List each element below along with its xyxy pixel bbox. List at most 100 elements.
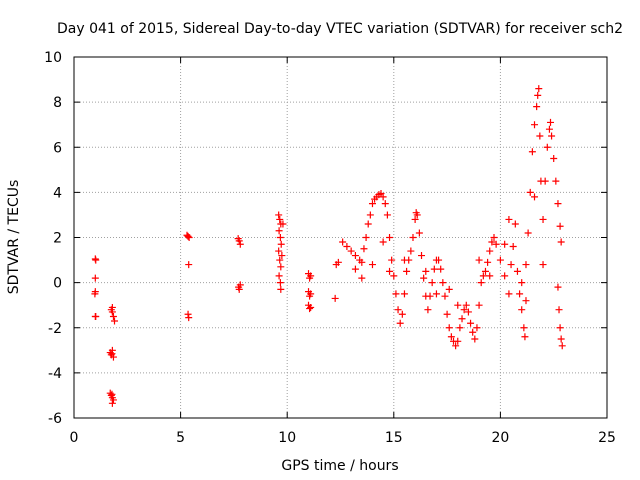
data-point <box>552 177 560 185</box>
data-point <box>276 234 284 241</box>
data-point <box>447 333 455 341</box>
data-point <box>522 297 530 305</box>
data-point <box>109 396 117 404</box>
data-point <box>235 285 243 293</box>
data-point <box>236 240 244 248</box>
data-point <box>505 215 513 223</box>
data-point <box>366 211 374 219</box>
data-point <box>507 261 515 269</box>
data-point <box>554 283 562 291</box>
data-point <box>400 290 408 298</box>
data-point <box>91 290 99 298</box>
data-point <box>467 319 475 327</box>
data-point <box>520 324 528 332</box>
data-point <box>307 272 315 280</box>
data-point <box>518 306 526 314</box>
data-point <box>185 234 193 241</box>
data-point <box>521 333 529 341</box>
data-point <box>424 306 432 314</box>
data-point <box>386 234 394 241</box>
data-point <box>279 220 287 228</box>
y-tick-label: 6 <box>53 140 62 156</box>
data-point <box>411 215 419 223</box>
data-point <box>420 274 428 282</box>
data-point <box>422 267 430 275</box>
data-point <box>276 215 284 223</box>
data-point <box>347 247 355 255</box>
data-point <box>557 238 565 246</box>
data-point <box>501 240 509 248</box>
data-point <box>471 335 479 343</box>
data-point <box>334 258 342 266</box>
y-tick-label: 4 <box>53 185 62 201</box>
chart-title: Day 041 of 2015, Sidereal Day-to-day VTE… <box>57 21 623 37</box>
data-point <box>464 308 472 316</box>
y-tick-label: -6 <box>48 411 62 427</box>
data-point <box>432 290 440 298</box>
data-point <box>235 237 243 245</box>
data-point <box>533 103 541 111</box>
data-point <box>418 252 426 260</box>
grid-lines <box>74 57 607 418</box>
data-point <box>531 193 539 201</box>
data-point <box>539 261 547 269</box>
data-point <box>496 256 504 264</box>
data-point <box>518 279 526 287</box>
axis-ticks: 0 5 10 15 20 25 -6 -4 -2 0 2 4 6 8 10 <box>44 50 616 446</box>
y-tick-label: 8 <box>53 95 62 111</box>
y-tick-label: 2 <box>53 231 62 247</box>
data-point <box>358 274 366 282</box>
data-point <box>396 319 404 327</box>
data-point <box>454 337 462 345</box>
data-point <box>522 261 530 269</box>
data-point <box>555 306 563 314</box>
data-point <box>492 240 500 248</box>
data-point <box>409 234 417 241</box>
data-point <box>557 335 565 343</box>
y-tick-label: -2 <box>48 321 62 337</box>
data-point <box>441 292 449 300</box>
data-point <box>477 279 485 287</box>
data-point <box>108 399 116 407</box>
data-point <box>475 256 483 264</box>
data-point <box>445 324 453 332</box>
y-tick-label: 0 <box>53 276 62 292</box>
data-point <box>430 265 438 273</box>
data-point <box>443 310 451 318</box>
data-point <box>545 125 553 133</box>
data-point <box>275 227 283 235</box>
data-point <box>185 314 193 322</box>
data-point <box>388 256 396 264</box>
data-point <box>278 252 286 260</box>
data-point <box>109 353 117 361</box>
data-point <box>92 312 100 320</box>
y-tick-label: -4 <box>48 366 62 382</box>
data-point <box>526 188 534 196</box>
data-point <box>550 155 558 163</box>
data-point <box>460 306 468 314</box>
data-point <box>475 301 483 309</box>
data-point <box>511 220 519 228</box>
data-point <box>452 342 460 350</box>
data-point <box>360 245 368 253</box>
data-point <box>390 272 398 280</box>
data-point <box>379 193 387 201</box>
data-point <box>458 315 466 323</box>
data-point <box>435 256 443 264</box>
data-point <box>548 132 556 140</box>
y-axis-label: SDTVAR / TECUs <box>6 180 22 295</box>
data-point <box>306 305 314 313</box>
data-point <box>339 238 347 246</box>
data-point <box>392 290 400 298</box>
data-point <box>277 240 285 248</box>
data-point <box>403 267 411 275</box>
data-point <box>351 252 359 260</box>
data-point <box>383 211 391 219</box>
x-tick-label: 15 <box>385 430 403 446</box>
data-point <box>91 274 99 282</box>
data-point <box>516 290 524 298</box>
data-point <box>484 258 492 266</box>
data-point <box>368 261 376 269</box>
data-point <box>445 285 453 293</box>
